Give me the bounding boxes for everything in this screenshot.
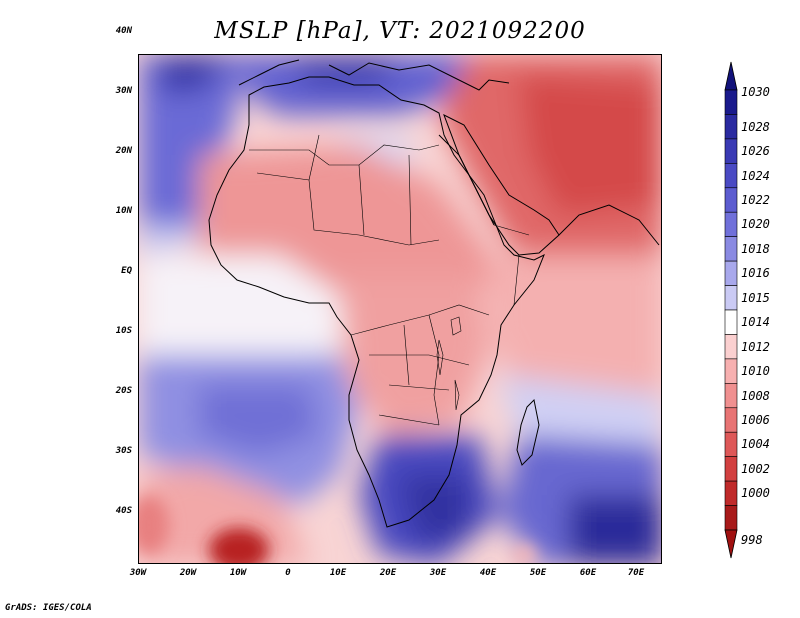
madagascar [516, 398, 540, 466]
lat-label: 30N [115, 86, 132, 96]
pressure-field [139, 55, 661, 563]
lon-label: 40E [479, 568, 497, 578]
lon-label: 30E [429, 568, 447, 578]
map-frame [138, 54, 662, 564]
coastlines [208, 59, 660, 528]
lon-label: 10W [229, 568, 247, 578]
colorbar-swatch [724, 456, 738, 482]
colorbar-swatch [724, 431, 738, 457]
colorbar-swatch [724, 358, 738, 384]
africa-coastline [208, 76, 545, 528]
lon-label: 60E [579, 568, 597, 578]
colorbar-label: 1018 [741, 241, 770, 256]
colorbar-swatch [724, 407, 738, 433]
lon-label: 30W [129, 568, 147, 578]
colorbar-swatch [724, 138, 738, 164]
lat-label: 20N [115, 146, 132, 156]
lat-label: 10N [115, 206, 132, 216]
colorbar-swatch [724, 309, 738, 335]
colorbar-label: 1022 [741, 193, 770, 207]
colorbar-label: 1020 [741, 217, 770, 232]
lat-label: 40N [115, 26, 132, 36]
colorbar-bottom-arrow [724, 529, 738, 559]
asia-coast [558, 204, 660, 246]
colorbar-label: 998 [741, 533, 763, 547]
colorbar-swatch [724, 285, 738, 311]
lon-label: 50E [529, 568, 547, 578]
low-pressure-center [209, 528, 269, 563]
lat-label: 30S [115, 446, 132, 456]
colorbar-swatch [724, 334, 738, 360]
colorbar-label: 1024 [741, 168, 770, 183]
colorbar-swatch [724, 236, 738, 262]
colorbar-label: 1026 [741, 144, 770, 159]
colorbar-label: 1015 [741, 290, 770, 305]
colorbar-label: 1012 [741, 339, 770, 354]
colorbar-swatch [724, 114, 738, 140]
colorbar-swatch [724, 211, 738, 237]
colorbar-label: 1028 [741, 119, 770, 134]
colorbar-top-arrow [724, 61, 738, 91]
colorbar-label: 1008 [741, 388, 770, 403]
lat-label: EQ [121, 266, 132, 276]
colorbar-label: 1016 [741, 266, 770, 281]
colorbar-swatch [724, 187, 738, 213]
europe-coast [238, 59, 510, 91]
lon-label: 10E [329, 568, 347, 578]
lat-label: 40S [115, 506, 132, 516]
colorbar [724, 61, 738, 559]
pressure-map [139, 55, 661, 563]
lakes [436, 316, 462, 411]
lon-label: 0 [285, 568, 291, 578]
colorbar-swatch [724, 163, 738, 189]
lat-label: 10S [115, 326, 132, 336]
colorbar-label: 1014 [741, 315, 770, 330]
colorbar-swatch [724, 89, 738, 115]
colorbar-label: 1004 [741, 437, 770, 452]
colorbar-swatch [724, 260, 738, 286]
colorbar-label: 1030 [741, 85, 770, 99]
colorbar-label: 1006 [741, 413, 770, 427]
colorbar-swatch [724, 383, 738, 409]
lat-label: 20S [115, 386, 132, 396]
lon-label: 70E [627, 568, 645, 578]
colorbar-swatch [724, 505, 738, 531]
colorbar-label: 1010 [741, 364, 770, 379]
lon-label: 20W [179, 568, 197, 578]
country-borders [249, 134, 530, 426]
colorbar-label: 1002 [741, 461, 770, 476]
grads-credit: GrADS: IGES/COLA [5, 603, 92, 613]
lon-label: 20E [379, 568, 397, 578]
chart-title: MSLP [hPa], VT: 2021092200 [214, 18, 586, 44]
colorbar-label: 1000 [741, 486, 770, 501]
red-sea [438, 134, 495, 226]
colorbar-swatch [724, 480, 738, 506]
